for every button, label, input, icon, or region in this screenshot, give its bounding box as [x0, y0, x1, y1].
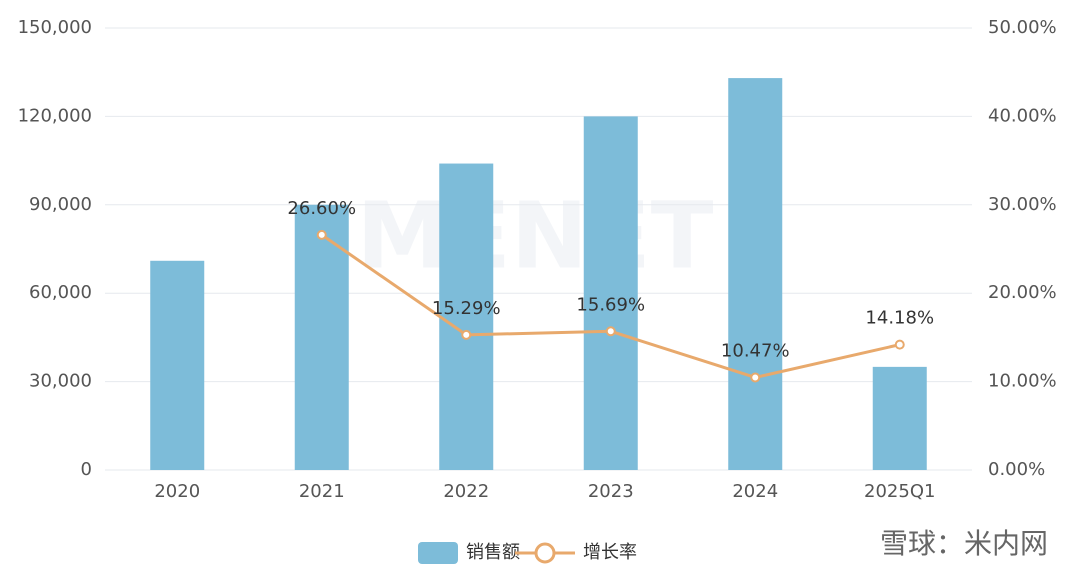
x-tick-label: 2024 [732, 481, 778, 502]
y2-tick-label: 10.00% [988, 371, 1057, 392]
y2-tick-label: 30.00% [988, 194, 1057, 215]
point [750, 372, 761, 383]
bar [728, 78, 783, 471]
x-tick-label: 2020 [154, 481, 200, 502]
legend-label: 销售额 [466, 542, 520, 563]
data-label: 15.69% [576, 294, 645, 315]
bar [583, 116, 638, 471]
legend-label: 增长率 [583, 542, 637, 563]
y2-tick-label: 20.00% [988, 282, 1057, 303]
x-tick-label: 2022 [443, 481, 489, 502]
bar [872, 366, 927, 470]
y-tick-label: 30,000 [29, 371, 92, 392]
bar [150, 260, 205, 470]
watermark-source: 雪球：米内网 [880, 527, 1048, 560]
point [605, 326, 616, 337]
y-tick-label: 60,000 [29, 282, 92, 303]
point [894, 339, 905, 350]
x-tick-label: 2023 [588, 481, 634, 502]
x-tick-label: 2021 [299, 481, 345, 502]
watermark-logo: MENET [357, 182, 714, 289]
bar [294, 204, 349, 471]
y2-tick-label: 40.00% [988, 105, 1057, 126]
y-tick-label: 90,000 [29, 194, 92, 215]
y-tick-label: 120,000 [18, 105, 92, 126]
legend-swatch [418, 542, 458, 564]
x-tick-label: 2025Q1 [864, 481, 935, 502]
y-tick-label: 150,000 [18, 17, 92, 38]
data-label: 14.18% [865, 308, 934, 329]
point [316, 229, 327, 240]
bar [439, 163, 494, 470]
data-label: 15.29% [432, 298, 501, 319]
y2-tick-label: 50.00% [988, 17, 1057, 38]
legend-swatch [534, 542, 556, 564]
data-label: 10.47% [721, 340, 790, 361]
y2-tick-label: 0.00% [988, 459, 1045, 480]
data-label: 26.60% [287, 198, 356, 219]
point [461, 329, 472, 340]
y-tick-label: 0 [81, 459, 92, 480]
